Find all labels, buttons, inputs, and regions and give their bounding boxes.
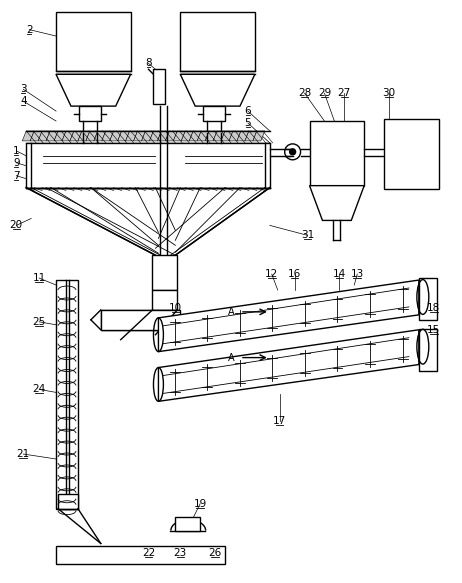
Text: 6: 6 — [244, 106, 251, 116]
Polygon shape — [310, 185, 364, 220]
Bar — [153, 69, 165, 104]
Polygon shape — [56, 74, 131, 106]
Text: A: A — [228, 353, 235, 363]
Polygon shape — [86, 131, 98, 141]
Text: 17: 17 — [273, 416, 286, 426]
Text: 1: 1 — [13, 146, 19, 156]
Polygon shape — [62, 131, 74, 141]
Polygon shape — [205, 131, 217, 141]
Polygon shape — [54, 131, 66, 141]
Text: 30: 30 — [383, 88, 395, 98]
Text: 24: 24 — [32, 384, 46, 395]
Text: 19: 19 — [194, 498, 207, 509]
Bar — [26, 143, 270, 188]
Bar — [419, 329, 437, 371]
Text: 18: 18 — [427, 303, 440, 313]
Polygon shape — [30, 131, 42, 141]
Polygon shape — [22, 131, 34, 141]
Text: 25: 25 — [32, 317, 46, 327]
Text: 3: 3 — [20, 84, 27, 94]
Text: 2: 2 — [26, 24, 32, 34]
Polygon shape — [150, 131, 161, 141]
Text: 9: 9 — [13, 158, 19, 168]
Text: 14: 14 — [333, 269, 346, 279]
Bar — [56, 12, 131, 71]
Polygon shape — [165, 131, 177, 141]
Bar — [56, 280, 78, 509]
Text: 7: 7 — [13, 171, 19, 181]
Polygon shape — [134, 131, 146, 141]
Bar — [310, 121, 364, 185]
Bar — [384, 119, 439, 189]
Text: 27: 27 — [338, 88, 351, 98]
Text: 5: 5 — [244, 118, 251, 128]
Circle shape — [290, 149, 296, 155]
Bar — [56, 546, 225, 564]
Polygon shape — [158, 280, 419, 352]
Polygon shape — [237, 131, 249, 141]
Bar — [152, 255, 177, 290]
Bar — [58, 494, 78, 509]
Polygon shape — [78, 131, 90, 141]
Text: 11: 11 — [32, 273, 46, 283]
Polygon shape — [46, 131, 58, 141]
Text: 22: 22 — [142, 549, 155, 559]
Text: 29: 29 — [318, 88, 331, 98]
Polygon shape — [253, 131, 265, 141]
Polygon shape — [141, 131, 153, 141]
Text: 10: 10 — [169, 303, 182, 313]
Polygon shape — [126, 131, 138, 141]
Text: 26: 26 — [208, 549, 222, 559]
Bar — [176, 517, 200, 531]
Polygon shape — [229, 131, 241, 141]
Text: 16: 16 — [288, 269, 301, 279]
Text: 31: 31 — [301, 230, 314, 240]
Polygon shape — [110, 131, 122, 141]
Bar — [203, 106, 225, 121]
Bar — [180, 12, 255, 71]
Text: 28: 28 — [298, 88, 311, 98]
Polygon shape — [118, 131, 130, 141]
Text: 13: 13 — [351, 269, 364, 279]
Polygon shape — [158, 330, 419, 401]
Polygon shape — [197, 131, 209, 141]
Bar — [79, 106, 101, 121]
Polygon shape — [213, 131, 225, 141]
Polygon shape — [245, 131, 257, 141]
Text: 23: 23 — [174, 549, 187, 559]
Polygon shape — [180, 74, 255, 106]
Polygon shape — [101, 310, 177, 330]
Text: 20: 20 — [10, 220, 23, 230]
Text: 4: 4 — [20, 96, 27, 106]
Polygon shape — [221, 131, 233, 141]
Bar — [152, 290, 177, 310]
Text: 12: 12 — [265, 269, 279, 279]
Bar — [419, 278, 437, 320]
Text: 8: 8 — [145, 58, 152, 68]
Polygon shape — [70, 131, 82, 141]
Text: A: A — [228, 307, 235, 317]
Text: 15: 15 — [427, 325, 440, 335]
Polygon shape — [102, 131, 114, 141]
Polygon shape — [173, 131, 185, 141]
Text: 21: 21 — [17, 449, 30, 459]
Polygon shape — [158, 131, 170, 141]
Polygon shape — [38, 131, 50, 141]
Polygon shape — [181, 131, 193, 141]
Polygon shape — [94, 131, 106, 141]
Bar — [101, 310, 180, 330]
Polygon shape — [189, 131, 201, 141]
